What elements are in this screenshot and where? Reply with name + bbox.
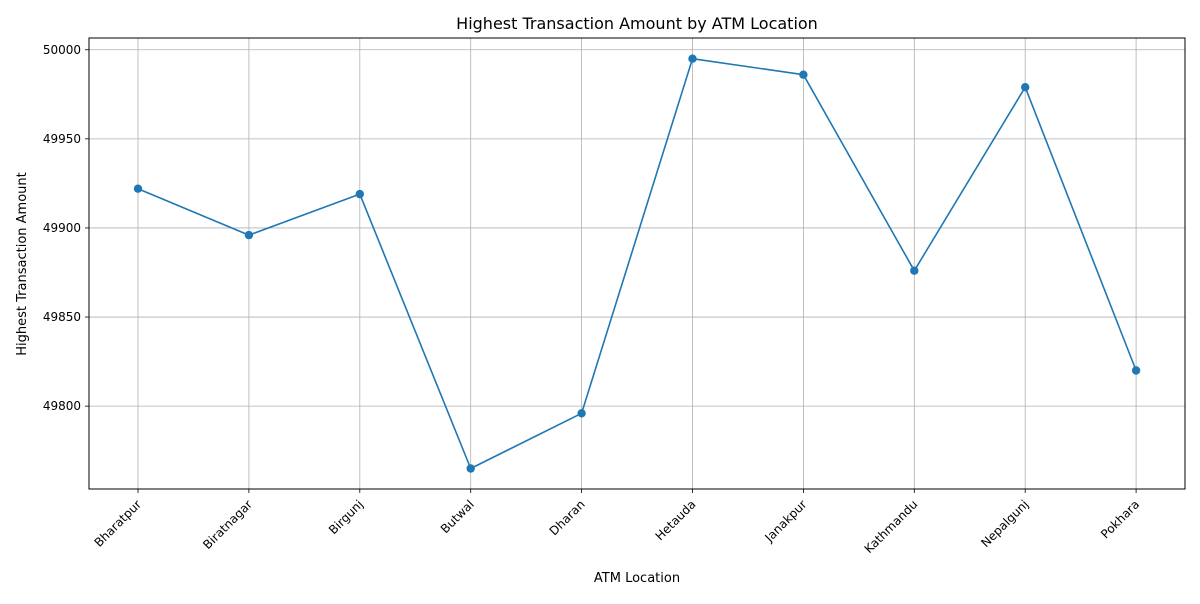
data-point-biratnagar — [244, 230, 254, 240]
grid-lines — [89, 38, 1185, 489]
chart-title: Highest Transaction Amount by ATM Locati… — [456, 14, 818, 33]
data-series — [133, 54, 1141, 473]
plot-area-frame — [88, 37, 1186, 490]
x-axis-label: ATM Location — [594, 571, 680, 586]
data-point-bharatpur — [133, 184, 143, 193]
data-point-dharan — [577, 409, 586, 418]
data-point-janakpur — [799, 70, 808, 79]
data-point-nepalgunj — [1020, 83, 1030, 92]
data-point-hetauda — [688, 54, 697, 63]
series-line — [137, 57, 1137, 470]
y-tick-label: 49800 — [43, 399, 81, 413]
y-tick-label: 49950 — [43, 132, 81, 146]
y-tick-label: 49900 — [43, 221, 81, 235]
y-axis-label: Highest Transaction Amount — [15, 172, 30, 355]
y-tick-label: 50000 — [43, 43, 81, 57]
data-point-pokhara — [1131, 366, 1141, 375]
data-point-butwal — [466, 464, 475, 473]
data-point-kathmandu — [910, 266, 919, 275]
y-tick-label: 49850 — [43, 310, 81, 324]
data-point-birgunj — [355, 189, 364, 199]
